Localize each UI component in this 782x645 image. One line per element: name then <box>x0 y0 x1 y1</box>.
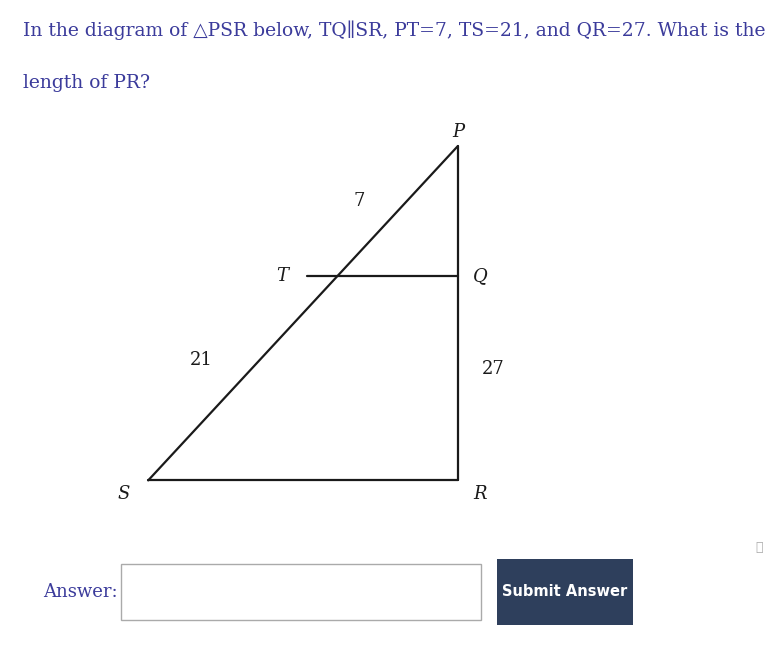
Text: T: T <box>276 267 288 285</box>
Text: 7: 7 <box>353 192 365 210</box>
Text: 🖥: 🖥 <box>755 541 762 554</box>
FancyBboxPatch shape <box>121 564 481 620</box>
Text: In the diagram of △PSR below, TQ∥SR, PT=7, TS=21, and QR=27. What is the: In the diagram of △PSR below, TQ∥SR, PT=… <box>23 21 766 40</box>
Text: Q: Q <box>473 267 488 285</box>
Text: 27: 27 <box>482 360 504 378</box>
Text: S: S <box>117 485 130 503</box>
Text: Submit Answer: Submit Answer <box>502 584 627 599</box>
Text: 21: 21 <box>189 351 213 369</box>
Text: R: R <box>474 485 487 503</box>
Text: P: P <box>452 123 464 141</box>
Text: length of PR?: length of PR? <box>23 74 150 92</box>
Text: Answer:: Answer: <box>43 583 117 601</box>
FancyBboxPatch shape <box>497 559 633 624</box>
